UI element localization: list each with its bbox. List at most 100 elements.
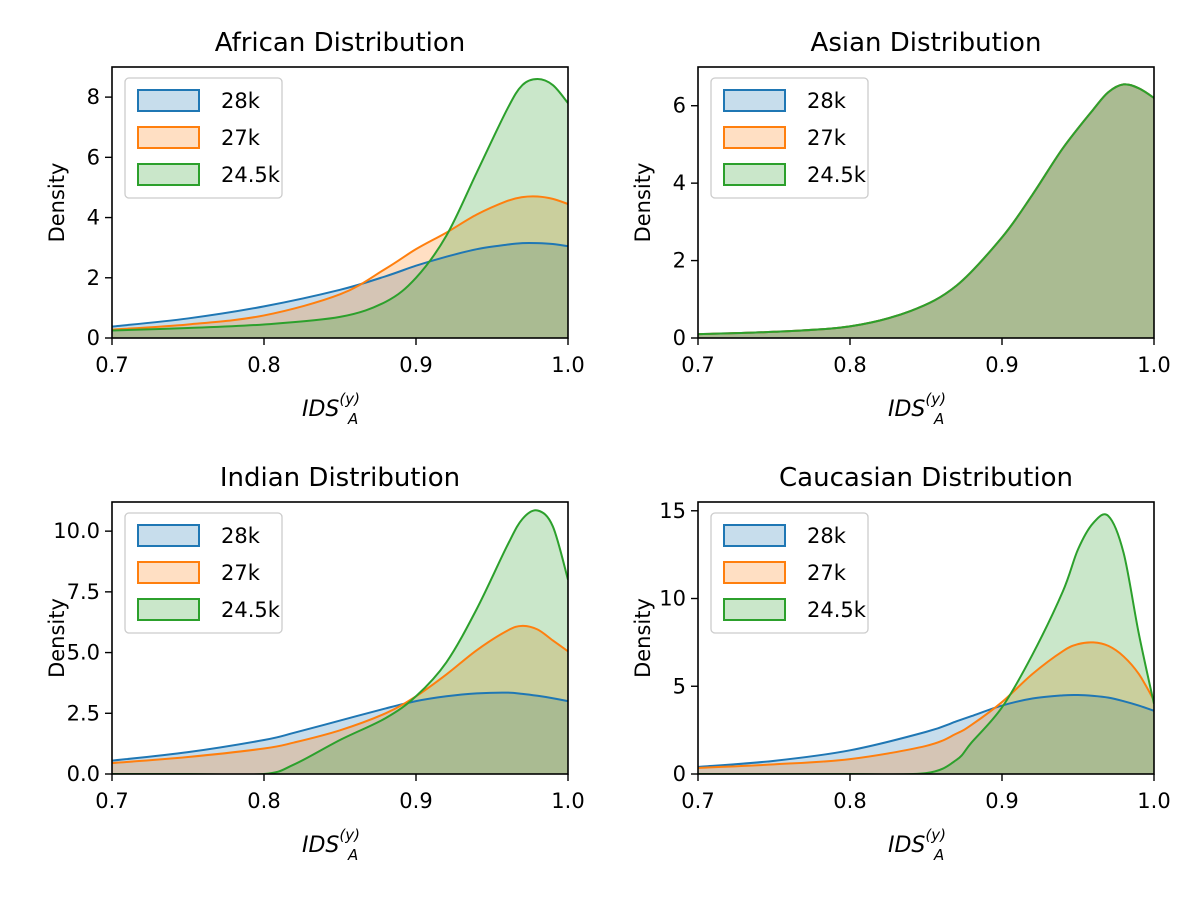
- y-tick-label: 5: [673, 674, 686, 698]
- legend-swatch-24.5k: [137, 163, 200, 186]
- chart-asian: 0.7 0.8 0.9 1.0 0 2 4 6 Asian Distribution Densit…: [631, 28, 1171, 428]
- y-tick-label: 7.5: [67, 580, 100, 604]
- density-line-28k: [698, 693, 1154, 768]
- axes-frame: [111, 501, 569, 775]
- density-line-28k: [112, 691, 568, 762]
- y-tick-label: 4: [673, 171, 686, 195]
- density-line-27k: [112, 624, 568, 765]
- legend-swatch-28k: [137, 524, 200, 547]
- x-axis-label: IDS(y): [302, 390, 360, 422]
- legend-swatch-24.5k: [723, 598, 786, 621]
- axes-frame: [111, 66, 569, 339]
- legend-swatch-24.5k: [137, 598, 200, 621]
- y-tick-label: 0: [673, 326, 686, 350]
- chart-title: Caucasian Distribution: [779, 463, 1073, 493]
- density-area-27k: [112, 625, 568, 774]
- x-axis-label: IDS(y): [302, 826, 360, 858]
- y-tick-label: 0: [673, 762, 686, 786]
- x-axis-label-sub: A: [347, 410, 358, 428]
- legend-swatch-28k: [137, 89, 200, 112]
- legend: 28k 27k 24.5k: [710, 77, 869, 199]
- axes-frame: [697, 501, 1155, 775]
- legend-label-28k: 28k: [221, 89, 261, 113]
- density-area-28k: [698, 84, 1154, 338]
- y-tick-label: 10.0: [53, 519, 100, 543]
- axes-frame: [697, 66, 1155, 339]
- legend: 28k 27k 24.5k: [710, 512, 869, 634]
- x-tick-label: 0.9: [985, 789, 1018, 813]
- x-tick-label: 0.7: [681, 353, 714, 377]
- x-tick-label: 0.9: [399, 789, 432, 813]
- x-tick-label: 1.0: [1137, 789, 1170, 813]
- plot-area-african: [112, 78, 568, 338]
- y-tick-label: 0.0: [67, 762, 100, 786]
- y-axis-label: Density: [45, 163, 69, 243]
- y-tick-label: 15: [659, 499, 686, 523]
- density-area-24.5k: [112, 510, 568, 774]
- y-tick-label: 2.5: [67, 701, 100, 725]
- x-axis-label-sub: A: [933, 410, 944, 428]
- density-line-28k: [112, 242, 568, 328]
- chart-title: African Distribution: [215, 28, 466, 58]
- density-line-27k: [698, 641, 1154, 769]
- legend-swatch-24.5k: [723, 163, 786, 186]
- legend-label-24.5k: 24.5k: [807, 598, 867, 622]
- legend-swatch-27k: [723, 561, 786, 584]
- x-tick-label: 0.7: [681, 789, 714, 813]
- y-tick-label: 8: [87, 85, 100, 109]
- density-area-24.5k: [112, 79, 568, 338]
- legend-label-28k: 28k: [807, 89, 847, 113]
- density-area-27k: [112, 196, 568, 338]
- legend-label-28k: 28k: [221, 524, 261, 548]
- plot-area-caucasian: [698, 513, 1154, 774]
- legend-swatch-27k: [137, 561, 200, 584]
- x-tick-label: 0.8: [247, 789, 280, 813]
- x-axis-label-sub: A: [933, 846, 944, 864]
- y-tick-label: 6: [673, 94, 686, 118]
- x-tick-label: 1.0: [551, 789, 584, 813]
- chart-title: Asian Distribution: [811, 28, 1042, 58]
- plot-area-asian: [698, 83, 1154, 338]
- legend-swatch-28k: [723, 524, 786, 547]
- x-tick-label: 0.7: [95, 353, 128, 377]
- legend-label-24.5k: 24.5k: [221, 598, 281, 622]
- y-tick-label: 6: [87, 145, 100, 169]
- x-tick-label: 0.9: [985, 353, 1018, 377]
- legend-label-24.5k: 24.5k: [807, 163, 867, 187]
- y-tick-label: 5.0: [67, 641, 100, 665]
- x-axis-label-sub: A: [347, 846, 358, 864]
- density-area-24.5k: [698, 514, 1154, 774]
- legend-label-27k: 27k: [221, 126, 261, 150]
- legend-label-28k: 28k: [807, 524, 847, 548]
- density-line-27k: [112, 195, 568, 331]
- legend: 28k 27k 24.5k: [124, 77, 283, 199]
- x-tick-label: 1.0: [551, 353, 584, 377]
- y-axis-label: Density: [631, 598, 655, 678]
- legend-label-27k: 27k: [221, 561, 261, 585]
- chart-african: 0.7 0.8 0.9 1.0 0 2 4 6 8 African Distribution Den…: [45, 28, 585, 428]
- x-tick-label: 0.8: [833, 353, 866, 377]
- legend-box: [124, 77, 283, 199]
- chart-indian: 0.7 0.8 0.9 1.0 0.0 2.5 5.0 7.5 10.0 Indian Distr…: [45, 463, 585, 864]
- density-area-27k: [698, 84, 1154, 338]
- x-tick-label: 0.7: [95, 789, 128, 813]
- y-tick-label: 0: [87, 326, 100, 350]
- density-area-28k: [698, 694, 1154, 774]
- legend: 28k 27k 24.5k: [124, 512, 283, 634]
- density-line-24.5k: [698, 83, 1154, 336]
- plot-area-indian: [112, 509, 568, 774]
- legend-label-27k: 27k: [807, 126, 847, 150]
- density-area-24.5k: [698, 84, 1154, 338]
- y-tick-label: 2: [673, 249, 686, 273]
- legend-swatch-27k: [723, 126, 786, 149]
- y-tick-label: 4: [87, 206, 100, 230]
- legend-swatch-27k: [137, 126, 200, 149]
- legend-box: [710, 77, 869, 199]
- y-axis-label: Density: [45, 598, 69, 678]
- density-line-24.5k: [698, 513, 1154, 774]
- x-tick-label: 0.8: [247, 353, 280, 377]
- legend-swatch-28k: [723, 89, 786, 112]
- legend-box: [124, 512, 283, 634]
- chart-caucasian: 0.7 0.8 0.9 1.0 0 5 10 15 Caucasian Distribution…: [631, 463, 1171, 864]
